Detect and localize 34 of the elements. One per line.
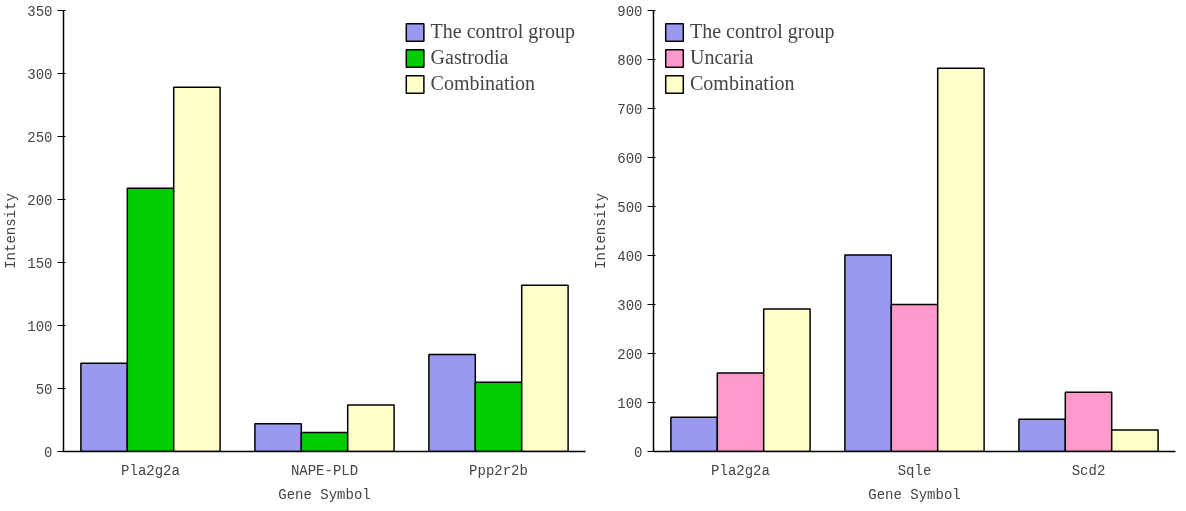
x-axis-title: Gene Symbol	[868, 486, 961, 503]
legend-label: The control group	[430, 20, 575, 43]
x-tick-label: Scd2	[1071, 462, 1106, 479]
x-axis-title: Gene Symbol	[278, 486, 371, 503]
y-tick-label: 700	[617, 101, 643, 118]
y-tick-label: 50	[35, 381, 53, 398]
y-tick-label: 0	[634, 444, 643, 461]
legend-label: Combination	[690, 72, 795, 95]
x-tick-label: Ppp2r2b	[469, 462, 528, 479]
legend-label: The control group	[690, 20, 835, 43]
y-tick-label: 200	[27, 192, 53, 209]
y-axis-title: Intensity	[3, 193, 20, 269]
legend-label: Uncaria	[690, 46, 754, 69]
y-tick-label: 150	[27, 255, 53, 272]
y-tick-label: 300	[27, 66, 53, 83]
y-tick-label: 900	[617, 3, 643, 20]
legend-label: Combination	[430, 72, 536, 95]
y-tick-label: 0	[44, 444, 53, 461]
y-axis-title: Intensity	[593, 193, 610, 269]
x-tick-label: Pla2g2a	[711, 462, 770, 479]
y-tick-label: 200	[617, 346, 643, 363]
y-tick-label: 350	[27, 3, 53, 20]
x-tick-label: Sqle	[897, 462, 932, 479]
y-tick-label: 400	[617, 248, 643, 265]
y-tick-label: 500	[617, 199, 643, 216]
y-tick-label: 600	[617, 150, 643, 167]
y-tick-label: 250	[27, 129, 53, 146]
x-tick-label: NAPE-PLD	[290, 462, 359, 479]
y-tick-label: 300	[617, 297, 643, 314]
y-tick-label: 800	[617, 52, 643, 69]
y-tick-label: 100	[617, 395, 643, 412]
x-tick-label: Pla2g2a	[121, 462, 180, 479]
legend-label: Gastrodia	[430, 46, 509, 69]
y-tick-label: 100	[27, 318, 53, 335]
